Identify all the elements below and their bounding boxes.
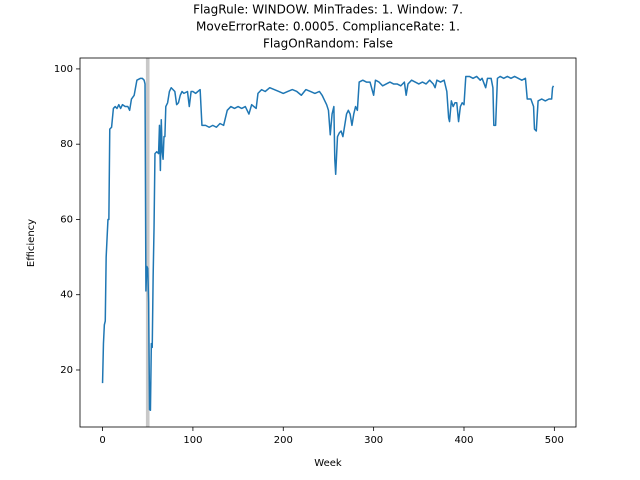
chart-title: FlagRule: WINDOW. MinTrades: 1. Window: … — [193, 3, 463, 17]
x-axis-label: Week — [314, 458, 342, 469]
x-tick-label: 500 — [545, 435, 564, 446]
y-tick-label: 80 — [60, 139, 73, 150]
x-tick-label: 100 — [183, 435, 202, 446]
x-tick-label: 0 — [99, 435, 105, 446]
y-axis-label: Efficiency — [26, 219, 37, 267]
chart-title: FlagOnRandom: False — [263, 37, 393, 51]
y-tick-label: 40 — [60, 290, 73, 301]
x-tick-label: 300 — [364, 435, 383, 446]
plot-frame — [79, 57, 577, 428]
y-tick-label: 60 — [60, 214, 73, 225]
y-tick-label: 20 — [60, 365, 73, 376]
y-tick-label: 100 — [54, 64, 73, 75]
data-line — [101, 75, 555, 411]
x-tick-label: 400 — [454, 435, 473, 446]
highlight-span — [145, 58, 150, 427]
chart-title: MoveErrorRate: 0.0005. ComplianceRate: 1… — [196, 20, 460, 34]
x-tick-label: 200 — [274, 435, 293, 446]
